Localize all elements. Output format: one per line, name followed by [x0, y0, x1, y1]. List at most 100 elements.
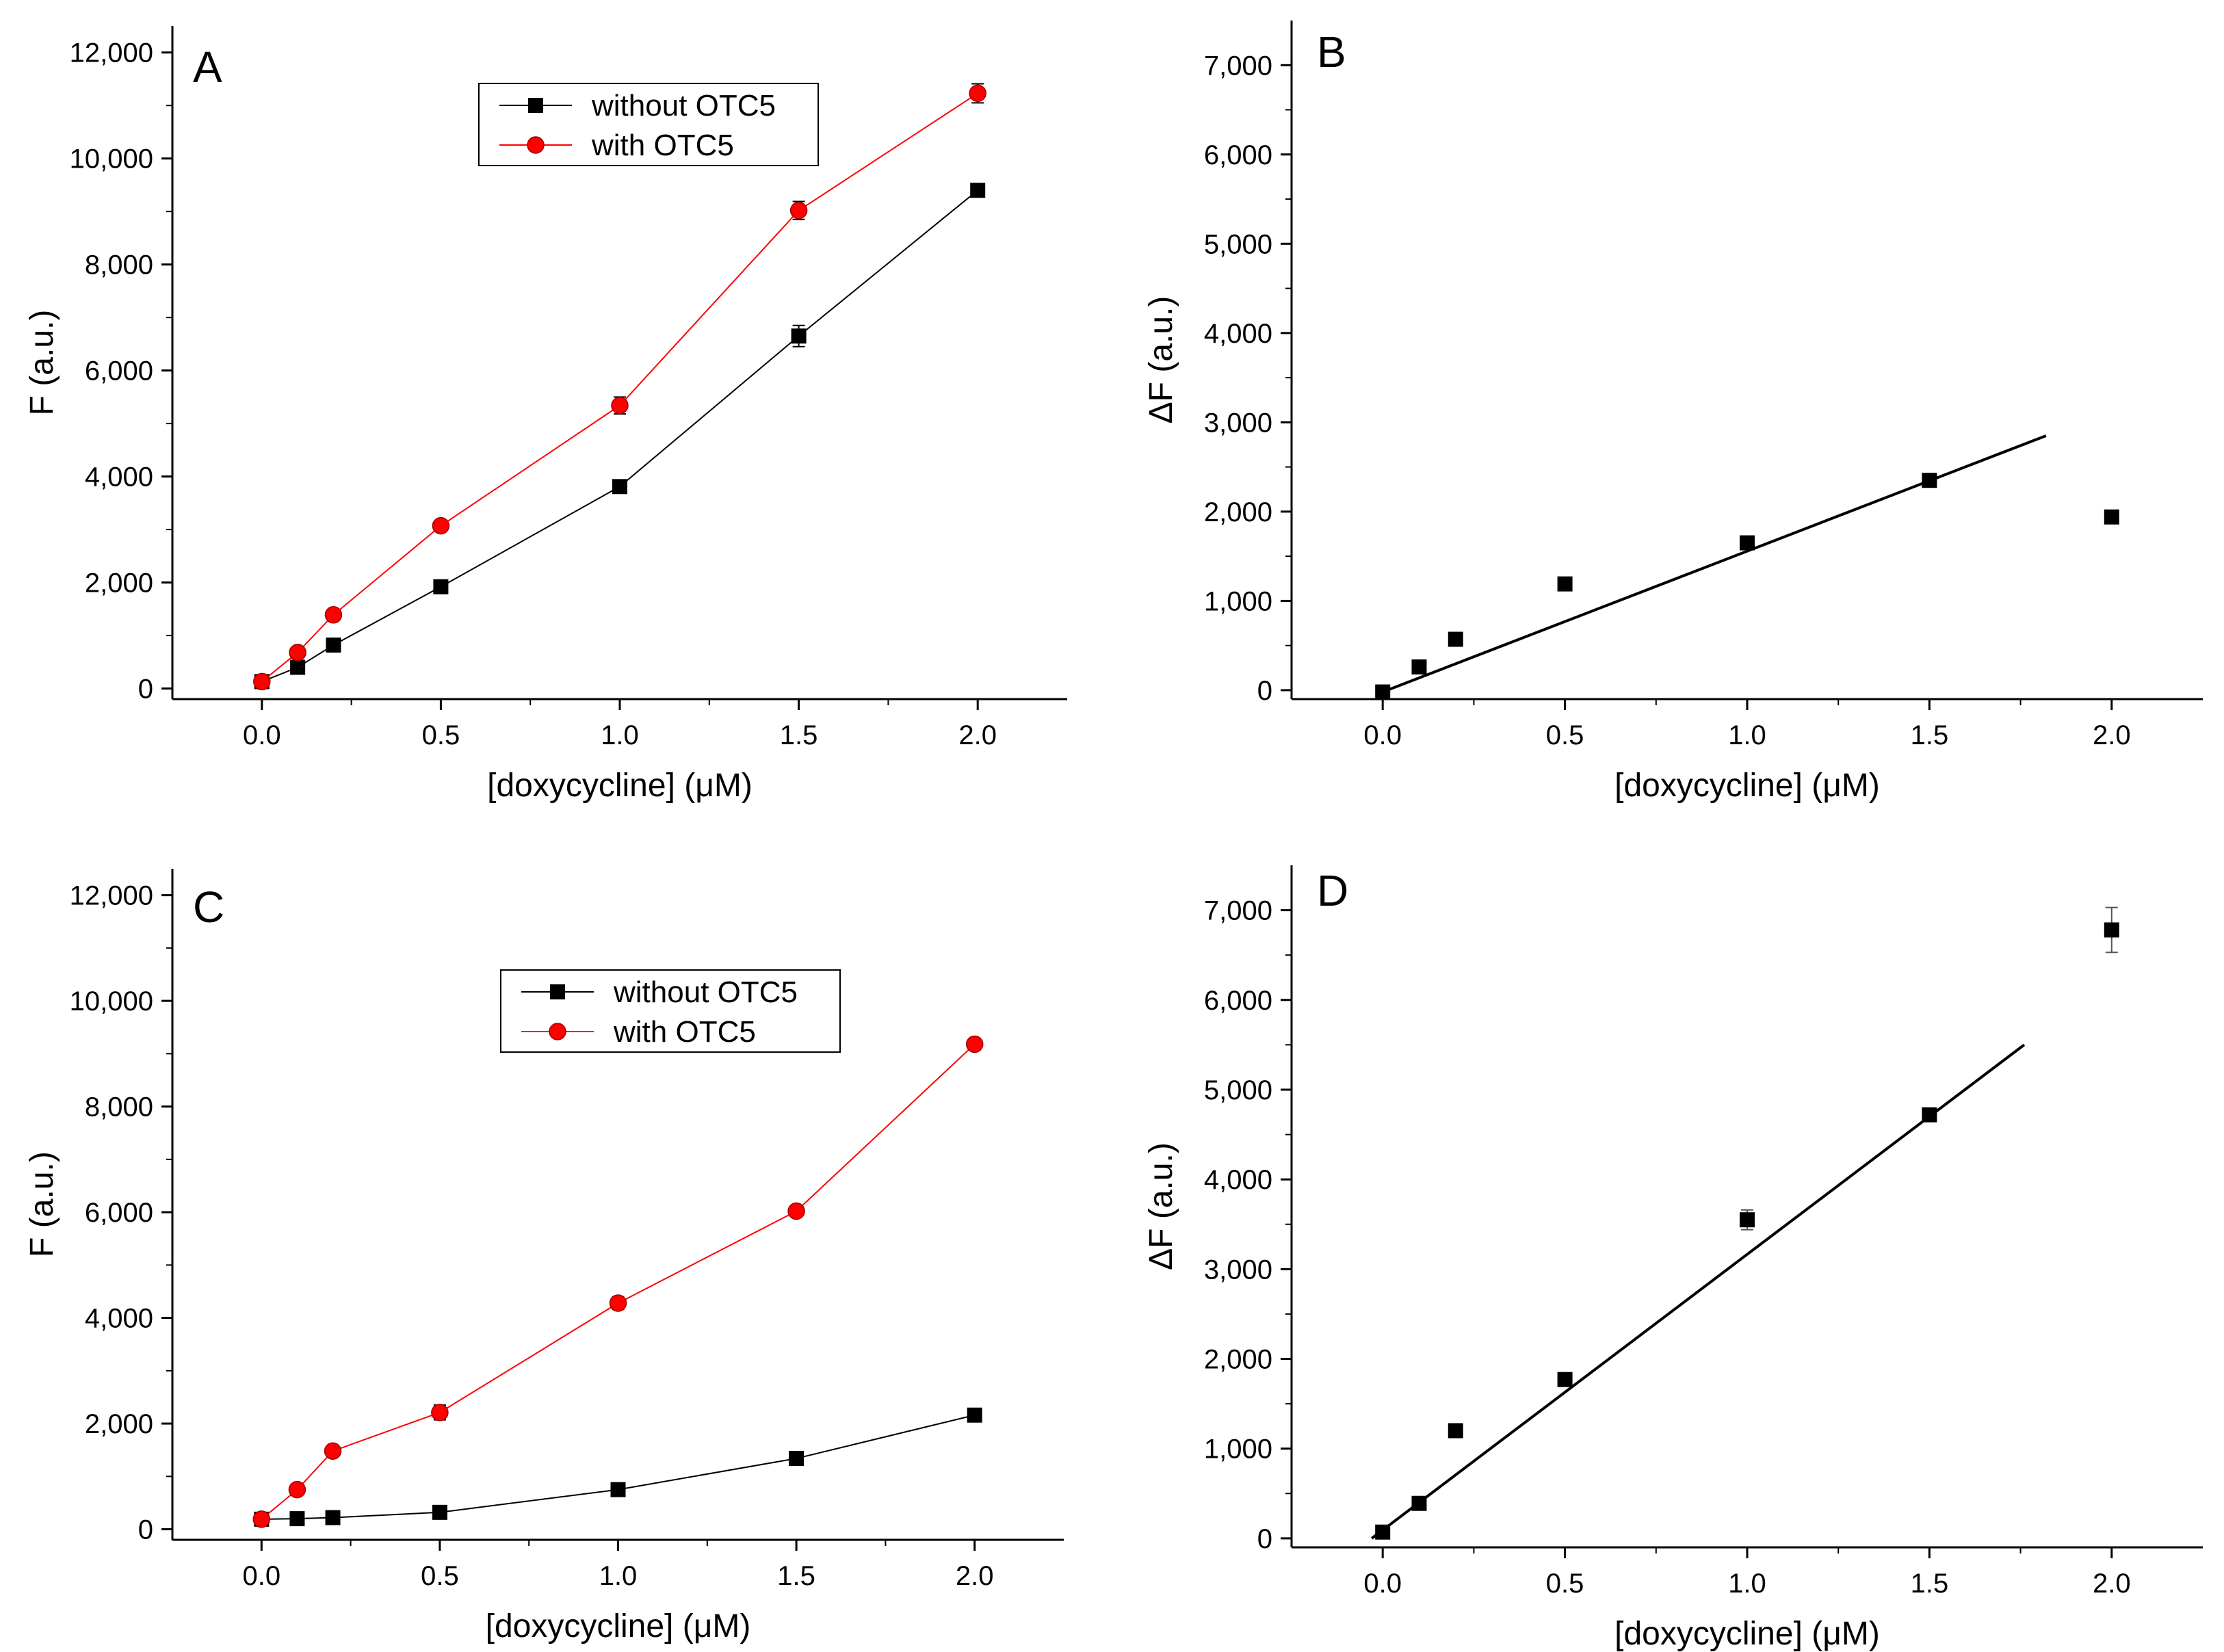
panel-a-legend: without OTC5 with OTC5: [478, 83, 819, 166]
panel-a-series-without-otc5-point: [612, 479, 627, 495]
panel-d-x-tick-label: 0.5: [1546, 1569, 1584, 1599]
panel-a-series-without-otc5-point: [326, 637, 341, 653]
panel-c-x-tick-label: 2.0: [956, 1561, 994, 1591]
panel-c-series-with-otc5-point: [431, 1404, 449, 1421]
panel-c-legend-without-otc5: without OTC5: [521, 975, 798, 1009]
panel-c-series-with-otc5-point: [609, 1294, 627, 1312]
panel-b-x-tick-label: 1.5: [1911, 720, 1949, 750]
panel-c-letter: C: [193, 882, 224, 932]
panel-c-legend-without-otc5-marker: [550, 984, 565, 999]
panel-a-series-with-otc5: [253, 83, 986, 691]
panel-a-series-with-otc5-point: [253, 672, 271, 691]
panel-d-y-tick-label: 3,000: [1204, 1255, 1272, 1285]
panel-d-point: [1557, 1372, 1573, 1387]
panel-a-series-with-otc5-point: [432, 516, 450, 535]
panel-a-x-tick-label: 0.0: [243, 720, 281, 750]
panel-a-legend-with-otc5: with OTC5: [499, 129, 734, 162]
panel-c-series-with-otc5-point: [252, 1510, 271, 1528]
panel-a-legend-with-otc5-marker: [527, 136, 545, 154]
panel-c-series-without-otc5-point: [789, 1451, 804, 1467]
panel-c-series-without-otc5: [254, 1407, 982, 1527]
panel-b-y-tick-label: 3,000: [1204, 408, 1272, 438]
panel-c: 0.0 0.5 1.0 1.5 2.0 0 2,000 4,000 6,000 8,000 10,0…: [24, 869, 1064, 1644]
panel-a-legend-with-otc5-label: with OTC5: [591, 129, 734, 162]
panel-a-series-without-otc5-point: [290, 659, 306, 675]
panel-b-y-tick-label: 2,000: [1204, 497, 1272, 527]
panel-c-y-tick-label: 10,000: [70, 986, 153, 1017]
panel-c-series-without-otc5-line: [261, 1414, 975, 1520]
panel-a-y-tick-label: 4,000: [85, 462, 153, 493]
panel-a-series-with-otc5-point: [289, 644, 306, 661]
panel-d-points: [1375, 906, 2119, 1540]
panel-c-legend: without OTC5 with OTC5: [500, 969, 841, 1053]
panel-c-y-tick-label: 6,000: [85, 1198, 153, 1228]
panel-d-x-tick-label: 1.5: [1911, 1569, 1949, 1599]
panel-a-y-axis-title: F (a.u.): [24, 310, 60, 416]
panel-a-series-with-otc5-point: [611, 397, 629, 415]
panel-a-series-with-otc5-point: [969, 84, 986, 103]
panel-c-series-without-otc5-point: [289, 1511, 305, 1527]
panel-c-series-without-otc5-point: [432, 1504, 447, 1520]
panel-b-point: [1448, 631, 1463, 647]
panel-b-point: [2104, 509, 2119, 525]
panel-a-series-without-otc5-line: [261, 189, 978, 683]
panel-a-y-tick-label: 10,000: [70, 144, 153, 174]
panel-d-point: [1411, 1495, 1427, 1511]
panel-b-x-axis-title: [doxycycline] (μM): [1614, 768, 1880, 804]
panel-b-y-tick-label: 4,000: [1204, 319, 1272, 349]
panel-a-y-tick-label: 2,000: [85, 568, 153, 599]
panel-b-fit-line: [1382, 434, 2047, 694]
panel-c-legend-with-otc5-label: with OTC5: [613, 1015, 756, 1049]
panel-d-y-tick-label: 1,000: [1204, 1434, 1272, 1465]
panel-a-series-without-otc5-point: [970, 183, 986, 198]
panel-b-point: [1740, 535, 1755, 551]
panel-b-y-tick-label: 7,000: [1204, 51, 1272, 81]
panel-a-x-axis-title: [doxycycline] (μM): [487, 768, 753, 804]
panel-b-points: [1375, 473, 2119, 700]
panel-b-x-tick-label: 0.5: [1546, 720, 1584, 750]
panel-c-y-tick-label: 0: [138, 1515, 153, 1545]
panel-a-y-tick-label: 0: [138, 674, 153, 705]
panel-c-series-with-otc5-point: [787, 1202, 805, 1220]
panel-d-point: [1740, 1212, 1755, 1228]
panel-d-x-tick-label: 0.0: [1363, 1569, 1402, 1599]
panel-d-x-tick-label: 1.0: [1728, 1569, 1766, 1599]
panel-c-legend-with-otc5: with OTC5: [521, 1015, 756, 1049]
panel-a-y-tick-label: 8,000: [85, 250, 153, 280]
panel-c-series-with-otc5-point: [965, 1035, 984, 1053]
panel-c-series-with-otc5-point: [288, 1480, 306, 1499]
panel-d-x-axis-title: [doxycycline] (μM): [1614, 1616, 1880, 1652]
panel-a-y-tick-label: 6,000: [85, 356, 153, 386]
panel-a-y-tick-label: 12,000: [70, 38, 153, 68]
panel-a-legend-without-otc5: without OTC5: [499, 89, 776, 122]
panel-a-legend-without-otc5-marker: [528, 98, 543, 113]
panel-a-series-without-otc5-point: [433, 579, 449, 594]
panel-a-x-tick-label: 2.0: [958, 720, 997, 750]
panel-b-y-tick-label: 0: [1257, 676, 1272, 706]
panel-a-x-tick-label: 1.5: [780, 720, 818, 750]
panel-d-y-tick-label: 6,000: [1204, 986, 1272, 1016]
panel-a-series-with-otc5-point: [324, 606, 343, 624]
panel-d-point: [1922, 1107, 1937, 1123]
panel-d-y-tick-label: 4,000: [1204, 1165, 1272, 1195]
panel-c-y-axis-title: F (a.u.): [24, 1151, 60, 1257]
panel-d-point: [1375, 1524, 1391, 1540]
panel-a-x-tick-label: 1.0: [601, 720, 639, 750]
panel-a-series-with-otc5-point: [789, 201, 808, 220]
panel-d-x-tick-label: 2.0: [2093, 1569, 2131, 1599]
panel-b-x-tick-label: 0.0: [1363, 720, 1402, 750]
panel-b-x-tick-label: 2.0: [2093, 720, 2131, 750]
panel-b: 0.0 0.5 1.0 1.5 2.0 0 1,000 2,000 3,000 4,000 5,00…: [1143, 21, 2203, 804]
panel-c-y-tick-label: 12,000: [70, 881, 153, 911]
panel-c-series-without-otc5-point: [610, 1482, 626, 1497]
panel-c-series-with-otc5-point: [324, 1442, 342, 1460]
panel-c-x-axis-title: [doxycycline] (μM): [486, 1608, 751, 1644]
panel-a-series-without-otc5: [254, 183, 986, 690]
panel-d: 0.0 0.5 1.0 1.5 2.0 0 1,000 2,000 3,000 4,000 5,00…: [1143, 865, 2203, 1652]
panel-a-letter: A: [193, 42, 222, 92]
panel-c-legend-without-otc5-label: without OTC5: [613, 975, 798, 1009]
panel-b-y-tick-label: 5,000: [1204, 229, 1272, 259]
panel-c-legend-with-otc5-marker: [549, 1023, 566, 1040]
panel-a-legend-box: [478, 83, 819, 166]
